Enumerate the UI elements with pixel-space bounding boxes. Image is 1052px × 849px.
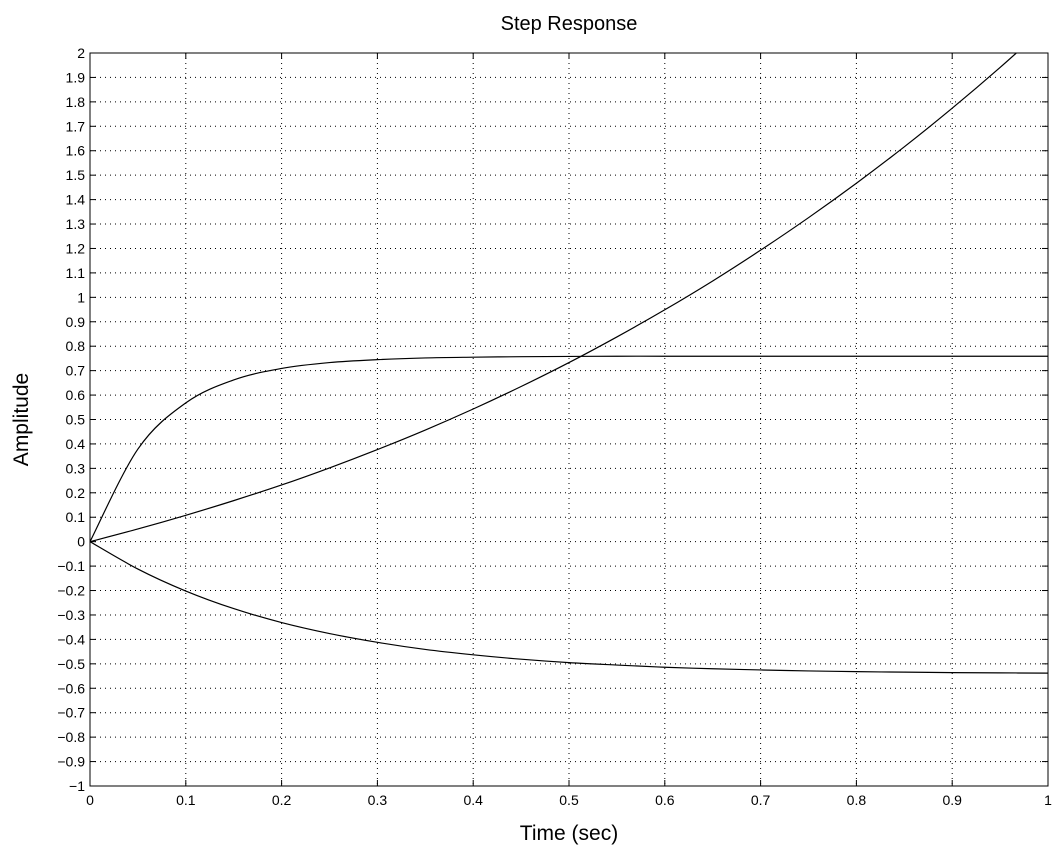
y-tick-label: 1.8 [66,94,86,110]
x-tick-label: 0.6 [655,792,675,808]
y-tick-label: 1.4 [66,192,86,208]
y-tick-label: 0.2 [66,485,86,501]
x-tick-label: 0.7 [751,792,771,808]
x-tick-label: 0.8 [847,792,867,808]
y-tick-label: 0.3 [66,460,86,476]
y-tick-label: 0.4 [66,436,86,452]
y-tick-label: 0.8 [66,338,86,354]
y-tick-label: 0.9 [66,314,86,330]
y-tick-label: −0.7 [57,705,85,721]
x-tick-label: 0.4 [463,792,483,808]
x-tick-label: 0.5 [559,792,579,808]
y-axis-title: Amplitude [10,373,33,466]
y-tick-label: 1.9 [66,69,86,85]
x-tick-label: 0.9 [942,792,962,808]
plot-area [90,53,1048,786]
x-tick-label: 0 [86,792,94,808]
y-tick-label: −0.4 [57,631,85,647]
axis-ticks [89,52,1049,787]
y-tick-label: 1 [77,289,85,305]
y-tick-label: 1.6 [66,143,86,159]
y-tick-label: 1.7 [66,118,86,134]
y-tick-label: −0.6 [57,680,85,696]
series-line-2 [90,53,1018,543]
y-tick-label: 0.5 [66,412,86,428]
plot-frame [89,52,1049,787]
x-tick-label: 0.2 [272,792,292,808]
y-tick-label: −0.1 [57,558,85,574]
x-tick-label: 0.3 [368,792,388,808]
series-line-1 [90,355,1048,542]
grid-lines [90,53,1048,786]
y-tick-label: 1.2 [66,240,86,256]
x-axis-title: Time (sec) [520,822,618,845]
chart-title: Step Response [501,13,638,35]
x-tick-label: 0.1 [176,792,196,808]
y-tick-label: −1 [69,778,85,794]
y-tick-label: 0 [77,534,85,550]
series-lines [90,53,1048,674]
y-tick-label: −0.8 [57,729,85,745]
y-tick-label: 1.3 [66,216,86,232]
x-tick-labels: 0 0.1 0.2 0.3 0.4 0.5 0.6 0.7 0.8 0.9 1 [86,792,1052,808]
y-tick-label: 1.1 [66,265,86,281]
y-tick-label: 0.7 [66,363,86,379]
y-tick-label: 2 [77,45,85,61]
y-tick-label: 0.1 [66,509,86,525]
y-tick-labels: −1 −0.9 −0.8 −0.7 −0.6 −0.5 −0.4 −0.3 −0.2 −0.1 0 0… [57,45,85,794]
x-tick-label: 1 [1044,792,1052,808]
series-line-3 [90,541,1048,674]
y-tick-label: 0.6 [66,387,86,403]
y-tick-label: −0.2 [57,583,85,599]
y-tick-label: −0.9 [57,754,85,770]
y-tick-label: −0.3 [57,607,85,623]
y-tick-label: 1.5 [66,167,86,183]
y-tick-label: −0.5 [57,656,85,672]
